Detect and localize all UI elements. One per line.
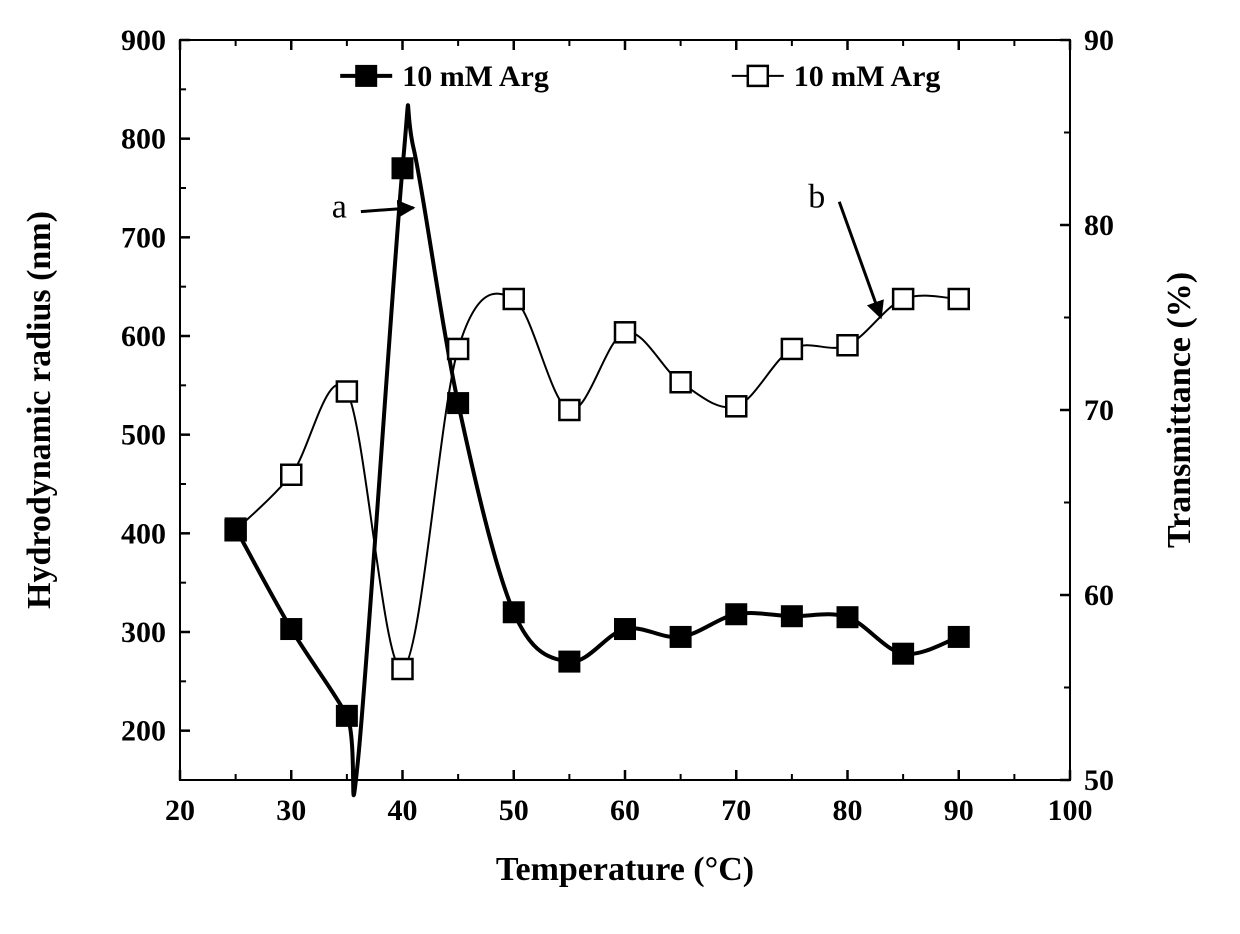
legend-marker-icon [356,66,376,86]
legend-label: 10 mM Arg [794,60,941,93]
yl-tick-label: 400 [121,517,166,550]
annotation-arrow-a [361,208,414,212]
series-a-marker-icon [615,619,635,639]
annotation-label-b: b [808,179,825,216]
chart-root: 20 30 40 50 60 70 80 90 100 Temperature (°C) 200 30… [0,0,1240,934]
series-a-marker-icon [559,652,579,672]
x-axis-label: Temperature (°C) [496,851,754,888]
series-a-marker-icon [226,518,246,538]
legend-item-a: 10 mM Arg [340,60,549,93]
yr-tick-label: 70 [1084,394,1114,427]
series-a-marker-icon [393,158,413,178]
yl-tick-label: 600 [121,320,166,353]
x-tick-label: 60 [610,794,640,827]
annotation-arrow-b [839,202,881,318]
yr-axis-label: Transmittance (%) [1161,272,1198,548]
x-tick-label: 30 [276,794,306,827]
yr-tick-label: 90 [1084,24,1114,57]
series-a-marker-icon [893,644,913,664]
series-b-marker-icon [448,339,468,359]
series-b-marker-icon [949,289,969,309]
series-a-marker-icon [782,606,802,626]
yl-tick-label: 800 [121,123,166,156]
series-a-marker-icon [337,706,357,726]
yr-tick-label: 80 [1084,209,1114,242]
legend-item-b: 10 mM Arg [732,60,941,93]
series-b-marker-icon [504,289,524,309]
yr-tick-label: 50 [1084,764,1114,797]
yl-tick-label: 300 [121,616,166,649]
series-b-marker-icon [671,372,691,392]
series-a-marker-icon [504,602,524,622]
yl-tick-label: 200 [121,715,166,748]
x-tick-label: 80 [833,794,863,827]
series-b-marker-icon [337,382,357,402]
series-a-marker-icon [281,619,301,639]
series-a-marker-icon [671,627,691,647]
annotation-label-a: a [332,189,347,226]
series-b-marker-icon [615,322,635,342]
series-a-marker-icon [448,393,468,413]
yr-tick-label: 60 [1084,579,1114,612]
series-b-marker-icon [726,396,746,416]
series-a-marker-icon [949,627,969,647]
plot-frame [180,40,1070,780]
legend-marker-icon [748,66,768,86]
yl-axis-label: Hydrodynamic radius (nm) [21,211,58,609]
series-b-marker-icon [782,339,802,359]
series-b-marker-icon [838,335,858,355]
series-b-marker-icon [393,659,413,679]
series-b-marker-icon [559,400,579,420]
series-b-marker-icon [893,289,913,309]
legend-label: 10 mM Arg [402,60,549,93]
yl-tick-label: 900 [121,24,166,57]
chart-svg: 20 30 40 50 60 70 80 90 100 Temperature (°C) 200 30… [0,0,1240,934]
series-a-marker-icon [838,607,858,627]
x-tick-label: 90 [944,794,974,827]
series-a-marker-icon [726,604,746,624]
yl-tick-label: 500 [121,419,166,452]
x-tick-label: 100 [1048,794,1093,827]
series-b-marker-icon [281,465,301,485]
series-a-markers [226,158,969,726]
yl-tick-label: 700 [121,221,166,254]
x-tick-label: 70 [721,794,751,827]
x-tick-label: 20 [165,794,195,827]
x-tick-label: 50 [499,794,529,827]
x-tick-label: 40 [388,794,418,827]
